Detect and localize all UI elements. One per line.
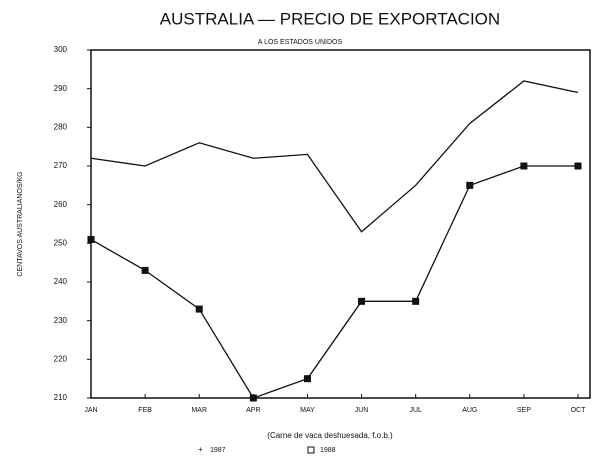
legend-marker	[307, 446, 315, 454]
y-tick-label: 220	[54, 354, 68, 363]
point	[141, 266, 149, 274]
plot-frame	[90, 49, 591, 399]
y-tick-label: 270	[54, 161, 68, 170]
point	[520, 162, 528, 170]
x-tick-label: JAN	[84, 407, 97, 414]
point	[574, 162, 582, 170]
chart-subtitle: A LOS ESTADOS UNIDOS	[258, 39, 343, 46]
y-tick-label: 260	[54, 200, 68, 209]
legend-label: 1988	[320, 447, 336, 454]
x-tick-label: APR	[246, 407, 260, 414]
x-tick-label: AUG	[462, 407, 477, 414]
x-tick-label: OCT	[571, 407, 587, 414]
point	[466, 181, 474, 189]
point	[358, 297, 366, 305]
legend-marker: +	[198, 445, 203, 454]
y-tick-label: 230	[54, 316, 68, 325]
point	[303, 375, 311, 383]
legend-label: 1987	[210, 447, 226, 454]
y-axis-label: CENTAVOS AUSTRALIANOS/KG	[17, 171, 24, 276]
y-tick-label: 210	[54, 393, 68, 402]
x-tick-label: JUN	[355, 407, 369, 414]
x-axis-label: (Carne de vaca deshuesada, f.o.b.)	[267, 431, 393, 440]
x-tick-label: SEP	[517, 407, 531, 414]
point	[87, 235, 95, 243]
chart-title: AUSTRALIA — PRECIO DE EXPORTACION	[160, 9, 500, 28]
x-tick-label: MAY	[300, 407, 315, 414]
point	[249, 394, 257, 402]
series-line	[90, 80, 579, 233]
x-tick-label: FEB	[138, 407, 152, 414]
x-tick-label: JUL	[409, 407, 422, 414]
point	[195, 305, 203, 313]
point	[412, 297, 420, 305]
y-tick-label: 250	[54, 238, 68, 247]
y-tick-label: 300	[54, 45, 68, 54]
x-tick-label: MAR	[191, 407, 207, 414]
y-tick-label: 280	[54, 122, 68, 131]
y-tick-label: 240	[54, 277, 68, 286]
y-tick-label: 290	[54, 84, 68, 93]
series-line	[90, 165, 578, 399]
